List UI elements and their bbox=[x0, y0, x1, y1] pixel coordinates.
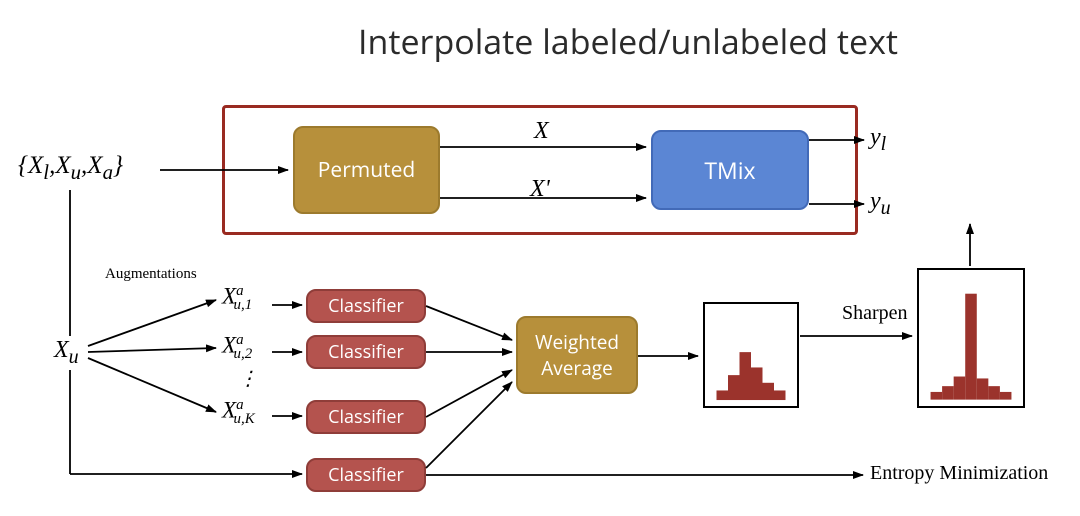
xu-label: Xu bbox=[54, 337, 79, 369]
input-set-label: {Xl,Xu,Xa} bbox=[18, 152, 123, 185]
x-prime-label: X' bbox=[530, 176, 550, 203]
classifier-2-label: Classifier bbox=[328, 340, 404, 364]
xu1-label: Xau,1 bbox=[222, 283, 252, 314]
classifier-3-node: Classifier bbox=[306, 400, 426, 434]
arrow-xu-aug2 bbox=[88, 348, 216, 352]
distribution-before-box bbox=[703, 302, 799, 408]
arrow-cls1-wavg bbox=[426, 306, 512, 340]
distribution-before-bars bbox=[705, 304, 797, 406]
classifier-3-label: Classifier bbox=[328, 405, 404, 429]
permuted-node: Permuted bbox=[293, 126, 440, 214]
yl-label: yl bbox=[870, 124, 886, 156]
xuk-label: Xau,K bbox=[222, 397, 255, 428]
distribution-after-bars bbox=[919, 270, 1023, 406]
xu2-label: Xau,2 bbox=[222, 332, 252, 363]
tmix-label: TMix bbox=[704, 154, 755, 186]
arrows-layer bbox=[0, 0, 1080, 516]
yu-label: yu bbox=[870, 188, 891, 220]
classifier-2-node: Classifier bbox=[306, 335, 426, 369]
weighted-average-label: Weighted Average bbox=[535, 329, 619, 381]
arrow-xu-augK bbox=[88, 358, 216, 412]
augmentations-label: Augmentations bbox=[105, 266, 197, 283]
tmix-node: TMix bbox=[651, 130, 809, 210]
classifier-4-node: Classifier bbox=[306, 458, 426, 492]
vdots-label: ⋮ bbox=[238, 366, 258, 391]
weighted-average-node: Weighted Average bbox=[516, 316, 638, 394]
entropy-min-label: Entropy Minimization bbox=[870, 462, 1048, 485]
sharpen-label: Sharpen bbox=[842, 302, 908, 325]
page-title: Interpolate labeled/unlabeled text bbox=[358, 18, 898, 64]
classifier-4-label: Classifier bbox=[328, 463, 404, 487]
arrow-xu-aug1 bbox=[88, 300, 216, 346]
classifier-1-label: Classifier bbox=[328, 294, 404, 318]
classifier-1-node: Classifier bbox=[306, 289, 426, 323]
arrow-cls3-wavg bbox=[426, 370, 512, 417]
distribution-after-box bbox=[917, 268, 1025, 408]
arrow-cls4-wavg bbox=[426, 382, 512, 468]
permuted-label: Permuted bbox=[318, 156, 415, 184]
x-label: X bbox=[534, 118, 549, 145]
